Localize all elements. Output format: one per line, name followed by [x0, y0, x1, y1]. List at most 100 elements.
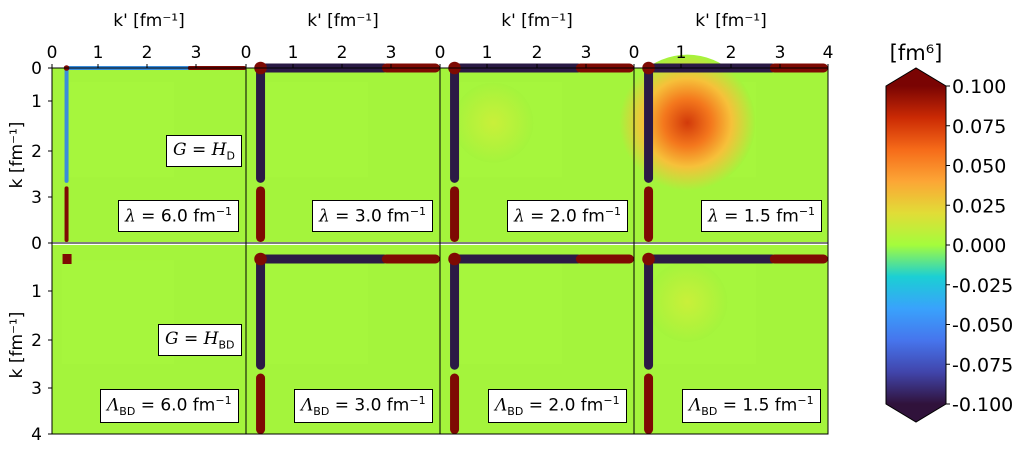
- y-tick-label: 1: [31, 282, 42, 302]
- colorbar-tick-label: -0.025: [952, 275, 1013, 297]
- panel-shading: [255, 81, 369, 178]
- cutoff-label-0-part: = 6.0 fm: [135, 395, 216, 416]
- lambda-label-2-part: λ: [514, 206, 525, 227]
- colorbar-extend-bottom: [886, 404, 946, 422]
- x-tick-label: 3: [581, 43, 592, 63]
- lambda-label-1: λ = 3.0 fm−1: [312, 200, 434, 232]
- vertical-band-dark: [64, 68, 69, 183]
- cutoff-label-2: ΛBD = 2.0 fm−1: [488, 389, 627, 424]
- cutoff-label-3-part: Λ: [689, 395, 702, 416]
- colorbar-tick-label: -0.075: [952, 354, 1013, 376]
- panel-shading: [255, 260, 369, 365]
- cutoff-label-2-part: = 2.0 fm: [523, 395, 604, 416]
- y-tick-label: 4: [31, 425, 42, 445]
- diagonal-node: [642, 252, 655, 266]
- cutoff-label-0-part: −1: [215, 394, 232, 407]
- row-label-hbd: G = HBD: [158, 324, 242, 357]
- horizontal-band-dark: [454, 254, 583, 264]
- vertical-band-dark: [256, 259, 266, 370]
- x-axis-label: k' [fm⁻¹]: [307, 11, 379, 31]
- row-label-hd-part: D: [226, 149, 235, 163]
- x-tick-label: 3: [386, 43, 397, 63]
- lambda-label-0: λ = 6.0 fm−1: [118, 200, 240, 232]
- x-tick-label: 2: [532, 43, 543, 63]
- x-axis-label: k' [fm⁻¹]: [113, 11, 185, 31]
- colorbar-tick-label: 0.100: [952, 76, 1006, 98]
- row-label-hd: G = HD: [166, 135, 242, 168]
- cutoff-label-3-part: BD: [701, 405, 718, 419]
- lambda-label-1-part: = 3.0 fm: [329, 206, 410, 227]
- horizontal-band-red: [769, 254, 828, 264]
- y-axis-label: k [fm⁻¹]: [7, 312, 27, 379]
- colorbar: [fm⁶] 0.100 0.075 0.050 0.025 0.000 -0.025 -0.0…: [885, 41, 1013, 423]
- vertical-band-red: [644, 186, 654, 242]
- colorbar-extend-top: [886, 68, 946, 86]
- x-axis-label: k' [fm⁻¹]: [695, 11, 767, 31]
- row-label-hbd-part: BD: [218, 338, 235, 352]
- lambda-label-0-part: −1: [215, 205, 233, 218]
- vertical-band-red: [644, 373, 654, 434]
- cutoff-label-2-part: Λ: [495, 395, 508, 416]
- cutoff-label-3-part: −1: [797, 394, 814, 407]
- cutoff-label-0-part: BD: [119, 405, 136, 419]
- bump-region: [619, 54, 756, 191]
- vertical-band-dark: [450, 259, 460, 370]
- lambda-label-3-part: = 1.5 fm: [718, 206, 799, 227]
- y-axis-label: k [fm⁻¹]: [7, 122, 27, 189]
- x-tick-label: 1: [288, 43, 299, 63]
- diagonal-node: [448, 252, 461, 266]
- lambda-label-0-part: = 6.0 fm: [135, 206, 216, 227]
- x-tick-label: 2: [726, 43, 737, 63]
- row-label-hd-part: G = H: [173, 140, 227, 160]
- panel-shading: [61, 260, 175, 365]
- cutoff-label-1-part: BD: [313, 405, 330, 419]
- colorbar-gradient: [886, 86, 946, 404]
- lambda-label-1-part: −1: [409, 205, 427, 218]
- lambda-label-0-part: λ: [125, 206, 136, 227]
- x-tick-label: 1: [482, 43, 493, 63]
- y-tick-label: 2: [31, 142, 42, 162]
- x-tick-label: 0: [241, 43, 252, 63]
- x-tick-label: 0: [435, 43, 446, 63]
- cutoff-label-3: ΛBD = 1.5 fm−1: [682, 389, 821, 424]
- horizontal-band-red: [381, 254, 440, 264]
- lambda-label-2-part: −1: [604, 205, 622, 218]
- cutoff-label-0-part: Λ: [107, 395, 120, 416]
- vertical-band-dark: [256, 68, 266, 183]
- y-tick-label: 1: [31, 92, 42, 112]
- lambda-label-1-part: λ: [319, 206, 330, 227]
- row-label-hbd-part: G = H: [165, 329, 219, 349]
- x-tick-label: 1: [676, 43, 687, 63]
- horizontal-band-red: [575, 254, 634, 264]
- vertical-band-red: [64, 186, 69, 242]
- cutoff-label-2-part: BD: [507, 405, 524, 419]
- x-tick-label: 0: [47, 43, 58, 63]
- x-tick-label: 1: [93, 43, 104, 63]
- colorbar-tick-label: -0.050: [952, 315, 1013, 337]
- vertical-band-red: [256, 373, 266, 434]
- horizontal-band-dark: [648, 254, 777, 264]
- lambda-label-3: λ = 1.5 fm−1: [701, 200, 823, 232]
- vertical-band-dark: [644, 259, 654, 370]
- vertical-band-red: [450, 373, 460, 434]
- panel-shading: [449, 260, 563, 365]
- x-tick-label: 4: [823, 43, 834, 63]
- vertical-band-red: [450, 186, 460, 242]
- lambda-label-2-part: = 2.0 fm: [524, 206, 605, 227]
- bump-region: [453, 82, 534, 163]
- x-tick-label: 2: [337, 43, 348, 63]
- lambda-label-2: λ = 2.0 fm−1: [507, 200, 629, 232]
- x-tick-label: 3: [775, 43, 786, 63]
- vertical-band-dark: [450, 68, 460, 183]
- diagonal-spot: [62, 254, 72, 264]
- y-tick-label: 3: [31, 379, 42, 399]
- cutoff-label-1-part: = 3.0 fm: [329, 395, 410, 416]
- diagonal-node: [254, 252, 267, 266]
- x-tick-label: 2: [142, 43, 153, 63]
- vertical-band-red: [256, 186, 266, 242]
- cutoff-label-2-part: −1: [603, 394, 620, 407]
- axes-layer: 0 1 2 3 0 1 2 3 0 1 2 3 0 1 2 3 4 k' [fm⁻¹] k' [fm⁻¹] k' [f…: [7, 11, 833, 445]
- panel-shading: [61, 81, 175, 178]
- cutoff-label-3-part: = 1.5 fm: [717, 395, 798, 416]
- colorbar-tick-label: 0.000: [952, 235, 1006, 257]
